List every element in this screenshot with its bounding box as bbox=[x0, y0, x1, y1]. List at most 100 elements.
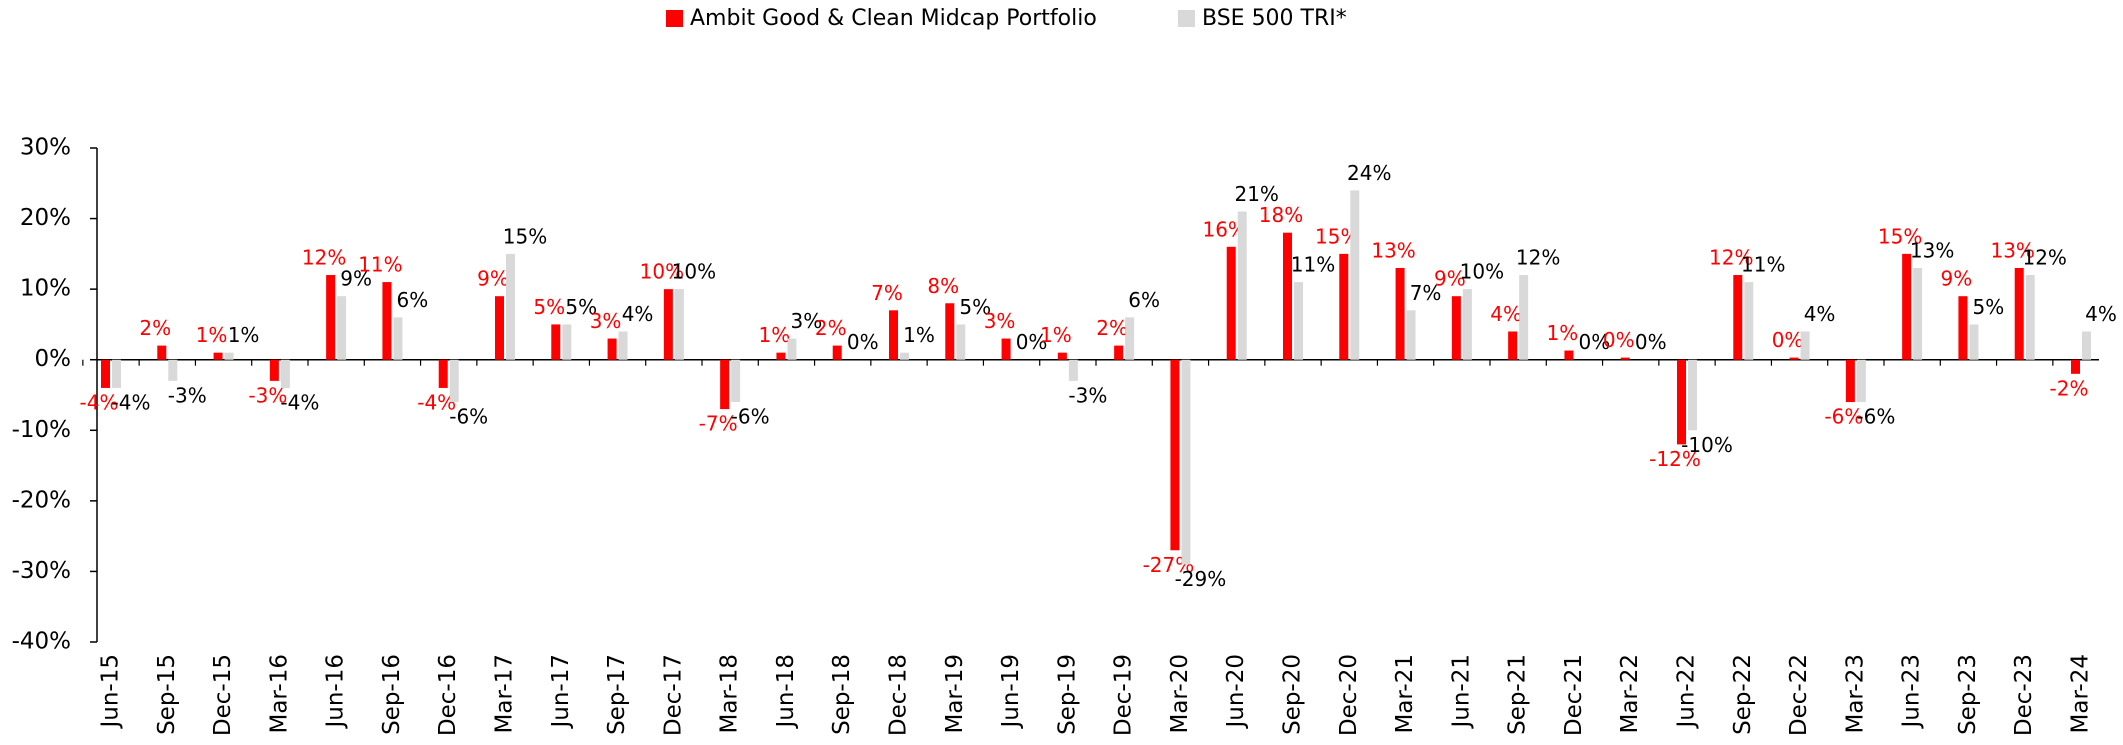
y-tick-label: 20% bbox=[20, 205, 71, 231]
x-tick-label: Mar-19 bbox=[942, 654, 968, 734]
bar bbox=[1125, 317, 1135, 360]
bar bbox=[157, 345, 167, 360]
bar bbox=[1620, 357, 1630, 360]
bar bbox=[269, 359, 279, 381]
data-label: 1% bbox=[903, 323, 935, 347]
x-tick-label: Jun-16 bbox=[323, 654, 349, 730]
x-tick-label: Sep-23 bbox=[1955, 654, 1981, 735]
data-label: 12% bbox=[1516, 246, 1560, 270]
bar bbox=[900, 352, 909, 360]
bar bbox=[1057, 352, 1067, 360]
bar bbox=[551, 324, 561, 360]
bar bbox=[618, 331, 628, 360]
y-tick-label: -20% bbox=[12, 487, 71, 513]
data-label: 24% bbox=[1347, 161, 1391, 185]
bar bbox=[607, 338, 617, 360]
legend-swatch bbox=[1178, 10, 1195, 27]
data-label: 21% bbox=[1234, 182, 1278, 206]
x-tick-label: Jun-19 bbox=[998, 654, 1024, 730]
x-tick-label: Dec-19 bbox=[1111, 654, 1137, 736]
x-tick-label: Jun-17 bbox=[548, 654, 574, 730]
data-label: 4% bbox=[2085, 302, 2117, 326]
data-label: 9% bbox=[477, 267, 509, 291]
x-tick-label: Jun-15 bbox=[98, 654, 124, 730]
bar bbox=[1350, 190, 1360, 360]
x-tick-label: Sep-21 bbox=[1505, 654, 1531, 735]
data-label: 0% bbox=[1635, 330, 1667, 354]
data-label: 1% bbox=[196, 323, 228, 347]
x-tick-label: Dec-20 bbox=[1336, 654, 1362, 736]
x-tick-label: Mar-16 bbox=[266, 654, 292, 734]
data-label: 2% bbox=[1096, 316, 1128, 340]
data-label: 15% bbox=[1878, 224, 1922, 248]
bar bbox=[1519, 275, 1529, 360]
data-label: 1% bbox=[1040, 323, 1072, 347]
bar bbox=[562, 324, 572, 360]
bar bbox=[2014, 267, 2024, 360]
data-label: 9% bbox=[1941, 267, 1973, 291]
x-tick-label: Dec-23 bbox=[2011, 654, 2037, 736]
data-label: 5% bbox=[959, 295, 991, 319]
data-label: 9% bbox=[1434, 267, 1466, 291]
data-label: 13% bbox=[1990, 238, 2034, 262]
bar bbox=[2071, 359, 2080, 374]
data-label: -3% bbox=[1068, 383, 1107, 407]
bar bbox=[393, 317, 403, 360]
data-label: 4% bbox=[1804, 302, 1836, 326]
data-label: -6% bbox=[1824, 405, 1863, 429]
x-tick-label: Dec-21 bbox=[1561, 654, 1587, 736]
bar bbox=[438, 359, 448, 388]
x-tick-label: Sep-20 bbox=[1280, 654, 1306, 735]
data-label: 2% bbox=[139, 316, 171, 340]
y-tick-label: -10% bbox=[12, 417, 71, 443]
bar bbox=[213, 352, 223, 360]
bar bbox=[1677, 359, 1686, 445]
data-label: -10% bbox=[1681, 433, 1733, 457]
bar bbox=[1958, 296, 1968, 360]
x-tick-label: Sep-16 bbox=[379, 654, 405, 735]
bar bbox=[1733, 275, 1743, 360]
x-tick-label: Mar-24 bbox=[2068, 654, 2094, 734]
bar bbox=[1181, 359, 1191, 565]
data-label: 8% bbox=[927, 274, 959, 298]
bar bbox=[2082, 331, 2091, 360]
data-label: 3% bbox=[984, 309, 1016, 333]
bar bbox=[720, 359, 730, 410]
data-label: 5% bbox=[565, 295, 597, 319]
bar bbox=[1237, 211, 1247, 360]
data-label: -2% bbox=[2050, 376, 2089, 400]
data-label: -6% bbox=[1856, 405, 1895, 429]
data-label: -4% bbox=[80, 390, 119, 414]
y-tick-label: -40% bbox=[12, 629, 71, 655]
data-label: 12% bbox=[302, 246, 346, 270]
bar bbox=[326, 275, 336, 360]
data-label: 7% bbox=[871, 281, 903, 305]
x-tick-label: Sep-15 bbox=[154, 654, 180, 735]
y-tick-label: -30% bbox=[12, 558, 71, 584]
data-label: 7% bbox=[1410, 281, 1442, 305]
x-tick-label: Jun-23 bbox=[1899, 654, 1925, 730]
bar bbox=[787, 338, 797, 360]
x-tick-label: Sep-18 bbox=[829, 654, 855, 735]
data-label: 13% bbox=[1910, 238, 1954, 262]
bar bbox=[1170, 359, 1180, 551]
bar bbox=[1226, 246, 1236, 360]
bar bbox=[1462, 289, 1472, 360]
bar bbox=[1339, 253, 1349, 360]
bar bbox=[337, 296, 347, 360]
x-tick-label: Dec-22 bbox=[1786, 654, 1812, 736]
data-label: 9% bbox=[340, 267, 372, 291]
bar bbox=[1283, 232, 1292, 360]
bar bbox=[1451, 296, 1461, 360]
bar bbox=[1902, 253, 1912, 360]
x-tick-label: Sep-17 bbox=[604, 654, 630, 735]
x-tick-label: Jun-18 bbox=[773, 654, 799, 730]
x-tick-label: Jun-22 bbox=[1674, 654, 1700, 730]
bar bbox=[506, 253, 515, 360]
bar bbox=[495, 296, 504, 360]
data-label: 11% bbox=[1291, 253, 1335, 277]
data-label: 3% bbox=[791, 309, 823, 333]
data-label: 0% bbox=[1772, 328, 1804, 352]
data-label: 10% bbox=[640, 260, 684, 284]
